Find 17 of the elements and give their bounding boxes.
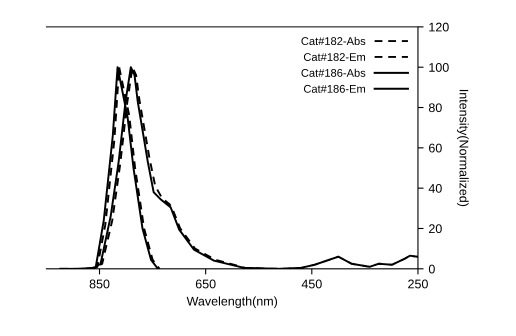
legend-label: Cat#182-Em (304, 53, 366, 61)
y-axis-title: Intensity(Normalized) (457, 90, 469, 206)
x-tick-label: 850 (90, 280, 110, 288)
x-axis-title: Wavelength(nm) (186, 296, 278, 308)
legend-label: Cat#186-Em (304, 84, 366, 93)
x-tick-label: 650 (196, 280, 216, 288)
y-tick-label: 120 (429, 22, 449, 32)
legend-label: Cat#186-Abs (301, 68, 366, 77)
y-tick-label: 80 (428, 103, 442, 112)
x-tick-label: 250 (408, 280, 428, 288)
y-tick-label: 60 (429, 144, 442, 152)
legend-label: Cat#182-Abs (301, 36, 366, 46)
x-tick-label: 450 (302, 280, 322, 288)
y-tick-label: 0 (428, 264, 435, 274)
y-tick-label: 100 (429, 63, 449, 72)
y-tick-label: 20 (429, 224, 442, 234)
y-tick-label: 40 (428, 184, 442, 193)
